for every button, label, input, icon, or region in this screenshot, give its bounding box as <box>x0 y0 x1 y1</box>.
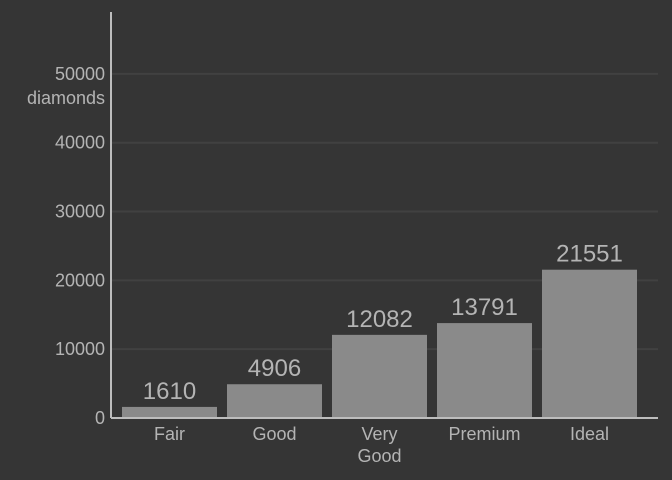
y-tick-label: 50000 <box>55 64 105 84</box>
x-category-label: Ideal <box>570 424 609 444</box>
x-category-label-line: Fair <box>154 424 185 444</box>
bar-premium <box>437 323 532 418</box>
data-label: 13791 <box>451 294 518 321</box>
y-tick-label: 40000 <box>55 133 105 153</box>
x-category-label-line: Good <box>357 446 401 466</box>
x-category-label: Premium <box>448 424 520 444</box>
y-tick-label: 30000 <box>55 202 105 222</box>
y-unit-label: diamonds <box>27 88 105 108</box>
x-category-label-line: Ideal <box>570 424 609 444</box>
y-tick-label: 10000 <box>55 339 105 359</box>
bar-ideal <box>542 269 637 418</box>
bars <box>122 269 637 418</box>
x-category-label-line: Good <box>252 424 296 444</box>
x-category-label: Very Good <box>357 424 401 466</box>
x-category-label-line: Very <box>361 424 397 444</box>
data-label: 12082 <box>346 306 413 333</box>
data-label: 1610 <box>143 378 196 405</box>
bar-very-good <box>332 334 427 418</box>
y-tick-label: 20000 <box>55 270 105 290</box>
data-label: 21551 <box>556 241 623 268</box>
x-category-label: Good <box>252 424 296 444</box>
bar-fair <box>122 406 217 418</box>
axes <box>110 12 658 419</box>
x-category-label-line: Premium <box>448 424 520 444</box>
bar-good <box>227 384 322 418</box>
labels: 0 10000 20000 30000 40000 50000 diamonds 1610 Fa… <box>27 64 623 466</box>
data-label: 4906 <box>248 355 301 382</box>
x-category-label: Fair <box>154 424 185 444</box>
y-tick-label: 0 <box>95 408 105 428</box>
